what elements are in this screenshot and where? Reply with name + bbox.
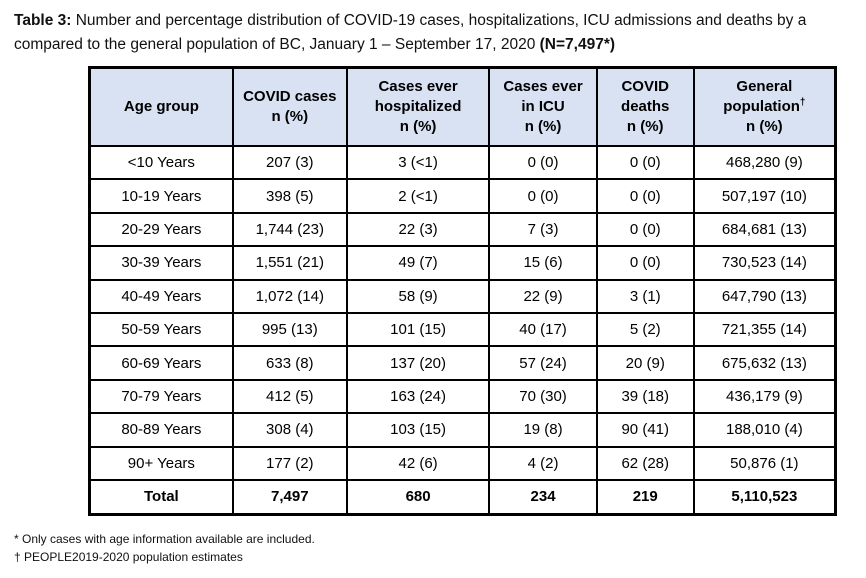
value-cell: 507,197 (10)	[692, 178, 837, 214]
total-value-cell: 219	[595, 478, 695, 516]
value-cell: 308 (4)	[231, 412, 348, 448]
total-value-cell: 5,110,523	[692, 478, 837, 516]
column-header-general-population: General population† n (%)	[692, 66, 837, 147]
total-value-cell: 680	[345, 478, 491, 516]
value-cell: 188,010 (4)	[692, 412, 837, 448]
covid-age-table: Age group COVID cases n (%) Cases ever hospi…	[88, 66, 837, 516]
value-cell: 42 (6)	[345, 445, 491, 481]
value-cell: 137 (20)	[345, 345, 491, 381]
value-cell: 103 (15)	[345, 412, 491, 448]
value-cell: 19 (8)	[488, 412, 598, 448]
value-cell: 0 (0)	[595, 245, 695, 281]
footnote-population-estimates: † PEOPLE2019-2020 population estimates	[14, 549, 243, 564]
value-cell: 101 (15)	[345, 311, 491, 348]
age-group-cell: 70-79 Years	[88, 378, 234, 415]
caption-line-1: Table 3: Number and percentage distribut…	[14, 9, 866, 33]
value-cell: 633 (8)	[231, 345, 348, 381]
value-cell: 684,681 (13)	[692, 211, 837, 248]
table-container: Age group COVID cases n (%) Cases ever hospi…	[88, 66, 866, 516]
total-value-cell: 234	[488, 478, 598, 516]
document-page: { "page": { "background": "#ffffff", "te…	[0, 9, 866, 578]
table-total-row: Total 7,497 680 234 219 5,110,523	[88, 478, 837, 516]
dagger-footnote-marker: †	[799, 97, 806, 108]
age-group-cell: 50-59 Years	[88, 311, 234, 348]
table-row: 50-59 Years 995 (13) 101 (15) 40 (17) 5 (2) 7…	[88, 311, 837, 348]
footnote-age-info: * Only cases with age information availa…	[14, 531, 315, 546]
value-cell: 49 (7)	[345, 245, 491, 281]
value-cell: 4 (2)	[488, 445, 598, 481]
caption-table-number: Table 3:	[14, 12, 72, 29]
table-caption: Table 3: Number and percentage distribut…	[14, 9, 866, 57]
value-cell: 0 (0)	[595, 211, 695, 248]
table-row: 10-19 Years 398 (5) 2 (<1) 0 (0) 0 (0) 507,19…	[88, 178, 837, 214]
value-cell: 436,179 (9)	[692, 378, 837, 415]
value-cell: 7 (3)	[488, 211, 598, 248]
value-cell: 22 (3)	[345, 211, 491, 248]
caption-n-value: (N=7,497*)	[539, 36, 616, 53]
value-cell: 468,280 (9)	[692, 144, 837, 181]
age-group-cell: 30-39 Years	[88, 245, 234, 281]
value-cell: 1,744 (23)	[231, 211, 348, 248]
column-header-covid-cases: COVID cases n (%)	[231, 66, 348, 147]
table-row: 60-69 Years 633 (8) 137 (20) 57 (24) 20 (9) 6…	[88, 345, 837, 381]
value-cell: 412 (5)	[231, 378, 348, 415]
table-row: 90+ Years 177 (2) 42 (6) 4 (2) 62 (28) 50,876…	[88, 445, 837, 481]
caption-text-2: compared to the general population of BC…	[14, 36, 540, 53]
age-group-cell: 40-49 Years	[88, 278, 234, 314]
value-cell: 70 (30)	[488, 378, 598, 415]
total-label-cell: Total	[88, 478, 234, 516]
value-cell: 39 (18)	[595, 378, 695, 415]
value-cell: 40 (17)	[488, 311, 598, 348]
age-group-cell: 90+ Years	[88, 445, 234, 481]
value-cell: 50,876 (1)	[692, 445, 837, 481]
value-cell: 0 (0)	[488, 144, 598, 181]
value-cell: 57 (24)	[488, 345, 598, 381]
caption-line-2: compared to the general population of BC…	[14, 33, 866, 57]
value-cell: 721,355 (14)	[692, 311, 837, 348]
table-row: 30-39 Years 1,551 (21) 49 (7) 15 (6) 0 (0) 73…	[88, 245, 837, 281]
column-header-cases-icu: Cases ever in ICU n (%)	[488, 66, 598, 147]
value-cell: 0 (0)	[595, 178, 695, 214]
table-row: 40-49 Years 1,072 (14) 58 (9) 22 (9) 3 (1) 64…	[88, 278, 837, 314]
value-cell: 3 (<1)	[345, 144, 491, 181]
value-cell: 163 (24)	[345, 378, 491, 415]
value-cell: 0 (0)	[488, 178, 598, 214]
table-row: 20-29 Years 1,744 (23) 22 (3) 7 (3) 0 (0) 684…	[88, 211, 837, 248]
age-group-cell: 10-19 Years	[88, 178, 234, 214]
age-group-cell: 20-29 Years	[88, 211, 234, 248]
value-cell: 2 (<1)	[345, 178, 491, 214]
value-cell: 207 (3)	[231, 144, 348, 181]
value-cell: 22 (9)	[488, 278, 598, 314]
value-cell: 0 (0)	[595, 144, 695, 181]
value-cell: 730,523 (14)	[692, 245, 837, 281]
column-header-age-group: Age group	[88, 66, 234, 147]
value-cell: 647,790 (13)	[692, 278, 837, 314]
age-group-cell: 80-89 Years	[88, 412, 234, 448]
table-header-row: Age group COVID cases n (%) Cases ever hospi…	[88, 66, 837, 147]
value-cell: 675,632 (13)	[692, 345, 837, 381]
table-row: 70-79 Years 412 (5) 163 (24) 70 (30) 39 (18)…	[88, 378, 837, 415]
value-cell: 995 (13)	[231, 311, 348, 348]
value-cell: 62 (28)	[595, 445, 695, 481]
column-header-cases-hospitalized: Cases ever hospitalized n (%)	[345, 66, 491, 147]
caption-text-1: Number and percentage distribution of CO…	[71, 12, 807, 29]
value-cell: 3 (1)	[595, 278, 695, 314]
value-cell: 20 (9)	[595, 345, 695, 381]
value-cell: 5 (2)	[595, 311, 695, 348]
value-cell: 1,551 (21)	[231, 245, 348, 281]
total-value-cell: 7,497	[231, 478, 348, 516]
age-group-cell: <10 Years	[88, 144, 234, 181]
value-cell: 398 (5)	[231, 178, 348, 214]
age-group-cell: 60-69 Years	[88, 345, 234, 381]
table-row: <10 Years 207 (3) 3 (<1) 0 (0) 0 (0) 468,280 …	[88, 144, 837, 181]
column-header-covid-deaths: COVID deaths n (%)	[595, 66, 695, 147]
value-cell: 1,072 (14)	[231, 278, 348, 314]
footnotes: * Only cases with age information availa…	[14, 530, 866, 566]
value-cell: 90 (41)	[595, 412, 695, 448]
value-cell: 177 (2)	[231, 445, 348, 481]
table-row: 80-89 Years 308 (4) 103 (15) 19 (8) 90 (41) 1…	[88, 412, 837, 448]
value-cell: 58 (9)	[345, 278, 491, 314]
value-cell: 15 (6)	[488, 245, 598, 281]
